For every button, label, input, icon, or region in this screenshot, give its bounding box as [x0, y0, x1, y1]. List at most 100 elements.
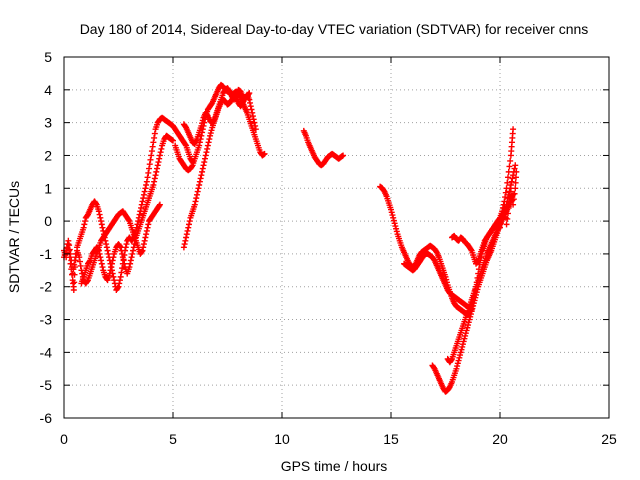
data-point: [497, 224, 503, 231]
data-series: [300, 127, 347, 169]
data-point: [507, 181, 514, 188]
data-point: [188, 163, 195, 170]
data-point: [115, 283, 122, 290]
data-point: [183, 234, 190, 241]
data-point: [67, 260, 74, 267]
data-point: [143, 181, 150, 188]
data-point: [152, 172, 159, 179]
data-point: [127, 257, 134, 264]
data-point: [180, 244, 187, 251]
data-point: [156, 152, 163, 159]
data-point: [143, 231, 150, 238]
data-point: [196, 142, 203, 149]
data-point: [511, 190, 518, 197]
data-series: [78, 132, 176, 287]
data-point: [500, 204, 507, 211]
data-point: [340, 152, 347, 159]
data-point: [106, 270, 113, 277]
data-point: [119, 265, 126, 272]
data-point: [103, 244, 110, 251]
data-point: [182, 141, 189, 148]
data-point: [456, 354, 463, 361]
data-point: [195, 185, 202, 192]
data-point: [199, 168, 206, 175]
data-point: [186, 218, 193, 225]
data-point: [96, 250, 103, 257]
data-series: [449, 168, 520, 267]
data-point: [116, 277, 123, 284]
data-point: [203, 149, 210, 156]
data-point: [201, 159, 208, 166]
data-point: [120, 257, 127, 264]
data-point: [185, 221, 192, 228]
y-tick-label: -3: [40, 312, 53, 328]
data-point: [138, 201, 145, 208]
data-point: [462, 332, 469, 339]
data-point: [512, 185, 519, 192]
data-point: [80, 224, 87, 231]
data-point: [116, 280, 123, 287]
data-point: [104, 247, 111, 254]
data-point: [196, 178, 203, 185]
data-point: [462, 330, 469, 337]
data-point: [501, 201, 508, 208]
data-point: [248, 106, 255, 113]
data-point: [86, 258, 93, 265]
data-point: [193, 191, 200, 198]
data-point: [145, 221, 152, 228]
data-point: [247, 99, 254, 106]
data-point: [156, 201, 163, 208]
data-point: [249, 113, 256, 120]
data-point: [246, 90, 253, 97]
data-point: [467, 246, 474, 253]
data-point: [98, 221, 105, 228]
data-point: [157, 149, 164, 156]
data-point: [98, 260, 105, 267]
data-point: [249, 109, 256, 116]
data-point: [463, 327, 470, 334]
data-point: [510, 201, 517, 208]
y-tick-label: 3: [44, 115, 52, 131]
data-point: [207, 130, 214, 137]
data-point: [144, 174, 151, 181]
data-series: [401, 250, 475, 313]
data-point: [105, 250, 112, 257]
data-point: [508, 178, 515, 185]
data-point: [136, 211, 143, 218]
data-point: [196, 181, 203, 188]
data-point: [151, 175, 158, 182]
x-axis-label: GPS time / hours: [281, 458, 388, 474]
data-point: [192, 198, 199, 205]
data-point: [185, 224, 192, 231]
data-point: [98, 218, 105, 225]
data-point: [459, 341, 466, 348]
x-tick-label: 25: [601, 431, 617, 447]
data-point: [156, 202, 163, 209]
x-tick-label: 5: [169, 431, 177, 447]
data-point: [66, 242, 73, 249]
data-point: [502, 194, 509, 201]
data-point: [95, 208, 102, 215]
data-point: [504, 174, 511, 181]
data-point: [202, 152, 209, 159]
data-point: [467, 311, 474, 318]
y-tick-label: 4: [44, 82, 52, 98]
data-point: [66, 254, 73, 261]
data-point: [140, 195, 147, 202]
data-point: [147, 156, 154, 163]
data-point: [455, 357, 462, 364]
x-tick-label: 0: [60, 431, 68, 447]
axis-ticks: [63, 56, 610, 419]
data-point: [498, 215, 505, 222]
data-point: [116, 243, 123, 250]
data-point: [95, 247, 102, 254]
data-point: [130, 247, 137, 254]
data-point: [183, 231, 190, 238]
data-point: [158, 145, 165, 152]
y-tick-label: -5: [40, 377, 53, 393]
data-point: [131, 241, 138, 248]
data-point: [245, 91, 252, 98]
data-point: [461, 335, 468, 342]
data-point: [114, 284, 121, 291]
